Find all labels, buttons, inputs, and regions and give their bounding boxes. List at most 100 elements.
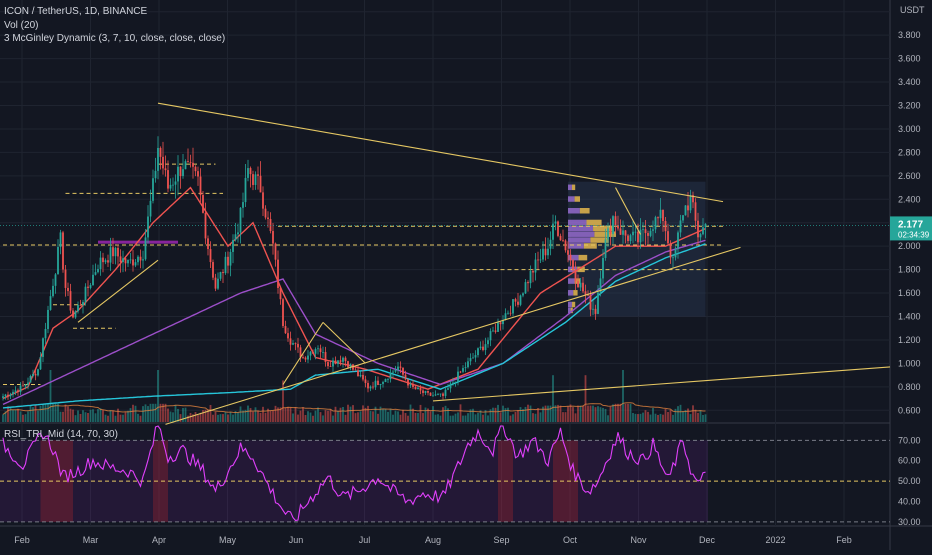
volume-bar bbox=[34, 405, 37, 422]
volume-bar bbox=[102, 410, 104, 422]
vpvr-bin-up bbox=[568, 208, 580, 214]
candle-body bbox=[492, 330, 494, 332]
candle-body bbox=[532, 271, 534, 273]
volume-bar bbox=[49, 370, 52, 422]
candle-body bbox=[559, 235, 562, 241]
candle-body bbox=[627, 235, 629, 242]
candle-body bbox=[629, 235, 632, 242]
candle-body bbox=[307, 355, 309, 360]
symbol-title[interactable]: ICON / TetherUS, 1D, BINANCE bbox=[4, 6, 148, 17]
mcginley-indicator-label[interactable]: 3 McGinley Dynamic (3, 7, 10, close, clo… bbox=[4, 33, 226, 44]
volume-bar bbox=[524, 406, 527, 422]
volume-bar bbox=[92, 409, 94, 422]
trendline[interactable] bbox=[77, 259, 159, 323]
price-axis[interactable]: USDT 0.600 0.800 1.000 1.200 1.400 1.600 1.800 2… bbox=[898, 5, 925, 415]
volume-bar bbox=[194, 412, 197, 422]
candle-body bbox=[429, 392, 432, 396]
volume-bar bbox=[697, 412, 699, 422]
volume-bar bbox=[222, 414, 224, 422]
volume-bar bbox=[629, 403, 632, 422]
vpvr-bin-up bbox=[568, 243, 584, 249]
volume-bar bbox=[287, 406, 289, 422]
candle-body bbox=[649, 230, 652, 236]
volume-bar bbox=[27, 411, 29, 422]
time-axis[interactable]: Feb Mar Apr May Jun Jul Aug Sep Oct Nov Dec 2022 Feb bbox=[14, 535, 852, 545]
candle-body bbox=[59, 232, 62, 248]
volume-bar bbox=[229, 412, 232, 422]
volume-bar bbox=[669, 409, 672, 422]
rsi-indicator-label[interactable]: RSI_TRI_Mid (14, 70, 30) bbox=[4, 429, 118, 440]
volume-indicator-label[interactable]: Vol (20) bbox=[4, 20, 39, 31]
candle-body bbox=[634, 231, 637, 233]
candle-body bbox=[487, 340, 489, 345]
volume-bar bbox=[137, 413, 139, 422]
volume-bar bbox=[17, 408, 19, 422]
trendline[interactable] bbox=[615, 187, 641, 235]
vpvr-bin-down bbox=[578, 254, 588, 261]
volume-bar bbox=[167, 408, 169, 422]
candle-body bbox=[12, 391, 14, 395]
candle-body bbox=[362, 374, 364, 380]
trendline[interactable] bbox=[322, 321, 366, 364]
candle-body bbox=[407, 379, 409, 386]
candle-body bbox=[259, 175, 262, 193]
volume-bar bbox=[692, 405, 694, 422]
volume-bar bbox=[252, 411, 254, 422]
last-price-box bbox=[890, 216, 932, 241]
volume-bar bbox=[299, 410, 302, 422]
volume-bar bbox=[334, 406, 337, 422]
candle-body bbox=[137, 256, 139, 263]
price-tick-label: 1.000 bbox=[898, 358, 921, 368]
volume-bar bbox=[469, 409, 472, 422]
volume-bar bbox=[227, 414, 229, 422]
volume-bar bbox=[492, 407, 494, 422]
candle-body bbox=[377, 380, 379, 386]
volume-bar bbox=[559, 405, 562, 422]
candle-body bbox=[409, 384, 412, 386]
volume-bar bbox=[389, 408, 392, 422]
candle-body bbox=[212, 262, 214, 278]
candle-body bbox=[499, 322, 502, 325]
volume-bar bbox=[704, 414, 707, 422]
time-tick-label: Oct bbox=[563, 535, 578, 545]
time-tick-label: Mar bbox=[83, 535, 99, 545]
candle-body bbox=[227, 256, 229, 266]
volume-bar bbox=[82, 410, 84, 422]
candle-body bbox=[477, 348, 479, 356]
candle-body bbox=[199, 176, 202, 196]
volume-bar bbox=[104, 414, 107, 422]
candle-body bbox=[657, 217, 659, 219]
volume-bar bbox=[289, 407, 292, 422]
candle-body bbox=[524, 282, 527, 294]
candle-body bbox=[484, 344, 487, 351]
candle-body bbox=[624, 230, 627, 236]
volume-bar bbox=[664, 409, 667, 422]
candle-body bbox=[672, 257, 674, 259]
volume-bar bbox=[644, 410, 647, 422]
trendline[interactable] bbox=[432, 366, 891, 402]
candle-body bbox=[299, 347, 302, 358]
trendline[interactable] bbox=[165, 246, 741, 425]
candle-body bbox=[482, 346, 484, 351]
candle-body bbox=[664, 220, 667, 232]
volume-bar bbox=[417, 413, 419, 422]
time-tick-label: May bbox=[219, 535, 237, 545]
candle-body bbox=[452, 382, 454, 384]
volume-bar bbox=[539, 412, 542, 422]
volume-bar bbox=[679, 404, 682, 422]
candle-body bbox=[464, 367, 467, 369]
trendline[interactable] bbox=[157, 102, 724, 203]
candlesticks bbox=[2, 136, 707, 401]
time-tick-label: Jul bbox=[359, 535, 371, 545]
candle-body bbox=[109, 247, 112, 263]
candle-body bbox=[369, 386, 372, 389]
trendline[interactable] bbox=[282, 322, 324, 385]
candle-body bbox=[127, 259, 129, 264]
candle-body bbox=[312, 351, 314, 354]
trendlines[interactable] bbox=[77, 102, 891, 425]
volume-bar bbox=[474, 414, 477, 422]
volume-bar bbox=[279, 407, 282, 422]
volume-bar bbox=[159, 403, 162, 422]
